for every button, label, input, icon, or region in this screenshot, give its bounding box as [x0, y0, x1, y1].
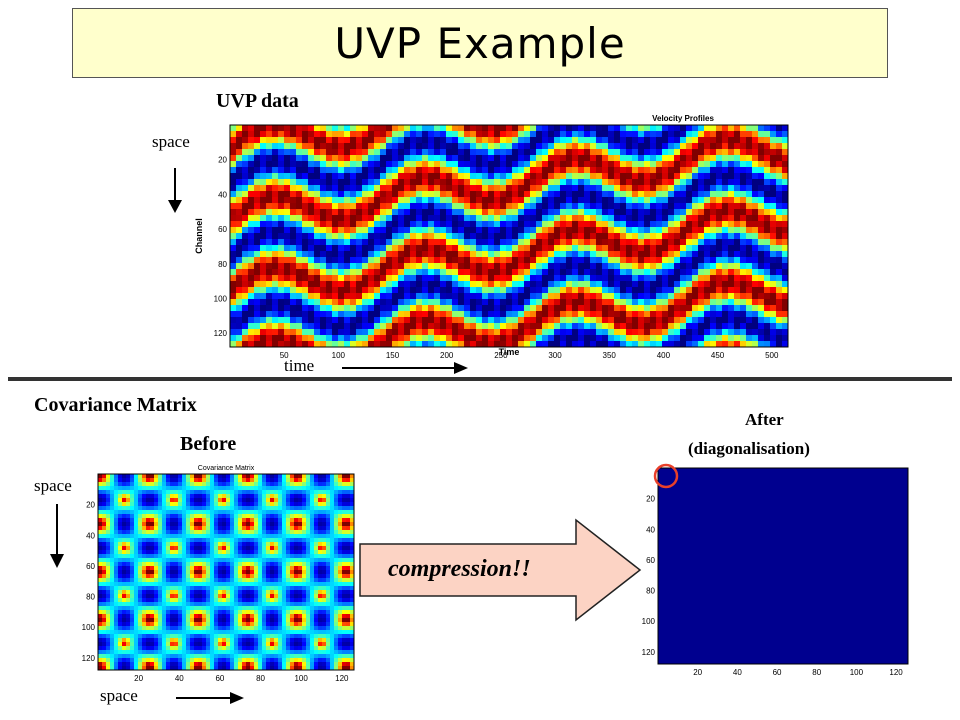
down-arrow-icon	[168, 168, 182, 213]
uvp-y-tick: 20	[218, 156, 227, 165]
compression-arrow-icon	[359, 518, 642, 622]
right-arrow-icon	[342, 362, 468, 374]
highlight-circle-icon	[653, 463, 679, 489]
uvp-x-tick: 200	[440, 351, 454, 360]
uvp-x-tick: 300	[548, 351, 562, 360]
after-plot: 20 40 60 80 100 120 20 40 60 80 100 120	[642, 463, 909, 677]
cov-x-tick: 40	[175, 674, 184, 683]
cov-y-tick: 100	[82, 623, 96, 632]
uvp-heatmap	[230, 125, 788, 347]
uvp-x-tick: 500	[765, 351, 779, 360]
after-x-tick: 40	[733, 668, 742, 677]
space-label-left: space	[34, 476, 72, 495]
space-label-top: space	[152, 132, 190, 151]
after-matrix	[658, 468, 908, 664]
diagonalisation-label: (diagonalisation)	[688, 439, 810, 458]
slide-title: UVP Example	[334, 18, 626, 68]
uvp-x-tick: 100	[332, 351, 346, 360]
uvp-x-tick: 150	[386, 351, 400, 360]
after-y-tick: 80	[646, 587, 655, 596]
uvp-y-tick: 100	[214, 294, 228, 303]
cov-x-tick: 20	[134, 674, 143, 683]
after-x-tick: 100	[850, 668, 864, 677]
right-arrow-icon	[176, 692, 244, 704]
space-label-bottom: space	[100, 686, 138, 705]
uvp-y-tick: 120	[214, 329, 228, 338]
uvp-y-tick: 80	[218, 260, 227, 269]
cov-plot-title: Covariance Matrix	[198, 465, 255, 472]
covariance-label: Covariance Matrix	[34, 394, 197, 416]
time-label: time	[284, 356, 315, 375]
compression-label: compression!!	[388, 556, 531, 582]
uvp-x-tick: 450	[711, 351, 725, 360]
uvp-plot: Velocity Profiles Channel Time 20 40 60 80 1…	[194, 114, 789, 360]
cov-x-tick: 80	[256, 674, 265, 683]
after-x-tick: 120	[889, 668, 903, 677]
cov-y-tick: 120	[82, 654, 96, 663]
down-arrow-icon	[50, 504, 64, 568]
covariance-heatmap	[98, 474, 354, 670]
after-y-tick: 20	[646, 495, 655, 504]
after-x-tick: 20	[693, 668, 702, 677]
uvp-x-tick: 350	[603, 351, 617, 360]
cov-x-tick: 100	[294, 674, 308, 683]
uvp-data-label: UVP data	[216, 90, 299, 112]
section-divider	[8, 377, 952, 381]
after-y-tick: 100	[642, 617, 656, 626]
covariance-plot: Covariance Matrix 20 40 60 80 100 120 20 40 60 8…	[82, 465, 355, 683]
uvp-ylabel: Channel	[194, 218, 204, 254]
before-label: Before	[180, 433, 237, 455]
after-label: After	[745, 410, 784, 429]
cov-x-tick: 120	[335, 674, 349, 683]
after-x-tick: 80	[812, 668, 821, 677]
cov-y-tick: 60	[86, 562, 95, 571]
after-y-tick: 120	[642, 648, 656, 657]
uvp-y-tick: 40	[218, 190, 227, 199]
cov-y-tick: 80	[86, 593, 95, 602]
after-x-tick: 60	[773, 668, 782, 677]
uvp-x-tick: 250	[494, 351, 508, 360]
uvp-y-tick: 60	[218, 225, 227, 234]
after-y-tick: 40	[646, 525, 655, 534]
cov-y-tick: 40	[86, 531, 95, 540]
title-box: UVP Example	[72, 8, 888, 78]
after-y-tick: 60	[646, 556, 655, 565]
cov-y-tick: 20	[86, 501, 95, 510]
cov-x-tick: 60	[215, 674, 224, 683]
uvp-plot-title: Velocity Profiles	[652, 114, 714, 123]
uvp-xlabel: Time	[499, 347, 520, 357]
uvp-x-tick: 400	[657, 351, 671, 360]
uvp-x-tick: 50	[280, 351, 289, 360]
